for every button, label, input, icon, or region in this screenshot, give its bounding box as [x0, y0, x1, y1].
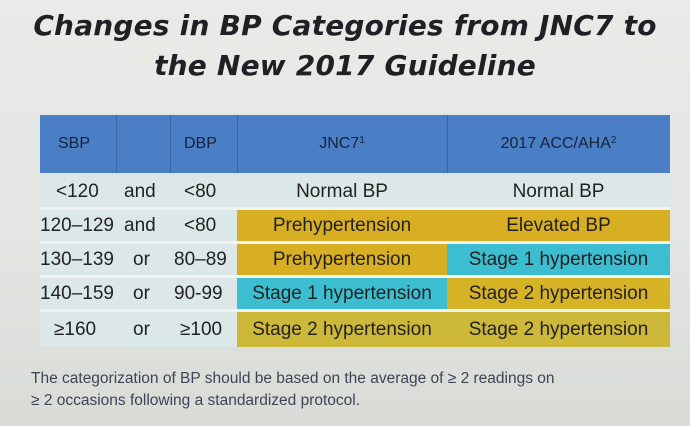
jnc7-cell: Prehypertension [272, 214, 412, 236]
table-row: 130–139 or 80–89 Prehypertension Stage 1… [40, 244, 670, 275]
table-row: <120 and <80 Normal BP Normal BP [40, 176, 670, 207]
sbp-cell: ≥160 [54, 318, 97, 340]
acc-aha-cell: Stage 1 hypertension [468, 248, 649, 270]
header-divider [237, 115, 238, 173]
stage2-band [237, 312, 447, 347]
stage1-band [447, 244, 670, 275]
dbp-cell: 80–89 [174, 248, 227, 270]
footnote-line-1: The categorization of BP should be based… [31, 370, 555, 387]
dbp-cell: ≥100 [180, 318, 223, 340]
dbp-cell: 90-99 [174, 282, 223, 304]
row-divider [40, 275, 670, 278]
table-header: SBP DBP JNC7 1 2017 ACC/AHA 2 [40, 115, 670, 173]
stage1-band [237, 278, 447, 309]
footnote: The categorization of BP should be based… [31, 368, 681, 412]
bp-categories-table: SBP DBP JNC7 1 2017 ACC/AHA 2 <120 and <80… [40, 115, 670, 347]
elevated-band [447, 210, 670, 241]
row-divider [40, 207, 670, 210]
dbp-cell: <80 [184, 214, 217, 236]
table-row: ≥160 or ≥100 Stage 2 hypertension Stage … [40, 312, 670, 347]
jnc7-cell: Prehypertension [272, 248, 412, 270]
acc-aha-cell: Elevated BP [506, 214, 611, 236]
header-jnc7-label: JNC7 [319, 135, 360, 152]
prehypertension-band [237, 244, 447, 275]
sbp-cell: <120 [56, 180, 99, 202]
sbp-cell: 140–159 [40, 282, 114, 304]
dbp-cell: <80 [184, 180, 217, 202]
conjunction-cell: or [133, 318, 150, 340]
acc-aha-cell: Normal BP [512, 180, 605, 202]
sbp-cell: 120–129 [40, 214, 114, 236]
footnote-line-2: ≥ 2 occasions following a standardized p… [31, 392, 361, 409]
header-jnc7: JNC7 1 [237, 115, 447, 173]
header-acc-label: 2017 ACC/AHA [500, 135, 611, 152]
conjunction-cell: and [124, 214, 156, 236]
sbp-cell: 130–139 [40, 248, 114, 270]
table-row: 120–129 and <80 Prehypertension Elevated… [40, 210, 670, 241]
slide-title: Changes in BP Categories from JNC7 to th… [0, 6, 690, 86]
header-sbp: SBP [58, 135, 91, 152]
table-row: 140–159 or 90-99 Stage 1 hypertension St… [40, 278, 670, 309]
header-acc-aha: 2017 ACC/AHA 2 [447, 115, 670, 173]
acc-aha-cell: Stage 2 hypertension [468, 282, 649, 304]
header-divider [116, 115, 117, 173]
jnc7-cell: Normal BP [296, 180, 388, 202]
conjunction-cell: or [133, 282, 150, 304]
acc-aha-cell: Stage 2 hypertension [468, 318, 649, 340]
conjunction-cell: and [124, 180, 156, 202]
title-line-1: Changes in BP Categories from JNC7 to [33, 9, 657, 42]
header-acc-ref: 2 [610, 134, 617, 146]
header-jnc7-ref: 1 [359, 134, 365, 146]
row-divider [40, 309, 670, 312]
jnc7-cell: Stage 2 hypertension [252, 318, 432, 340]
title-line-2: the New 2017 Guideline [154, 49, 536, 82]
header-divider [170, 115, 171, 173]
conjunction-cell: or [133, 248, 150, 270]
header-divider [447, 115, 448, 173]
prehypertension-band [237, 210, 447, 241]
stage2-band [447, 312, 670, 347]
header-dbp: DBP [184, 135, 217, 152]
jnc7-cell: Stage 1 hypertension [252, 282, 432, 304]
row-divider [40, 241, 670, 244]
stage2-band [447, 278, 670, 309]
